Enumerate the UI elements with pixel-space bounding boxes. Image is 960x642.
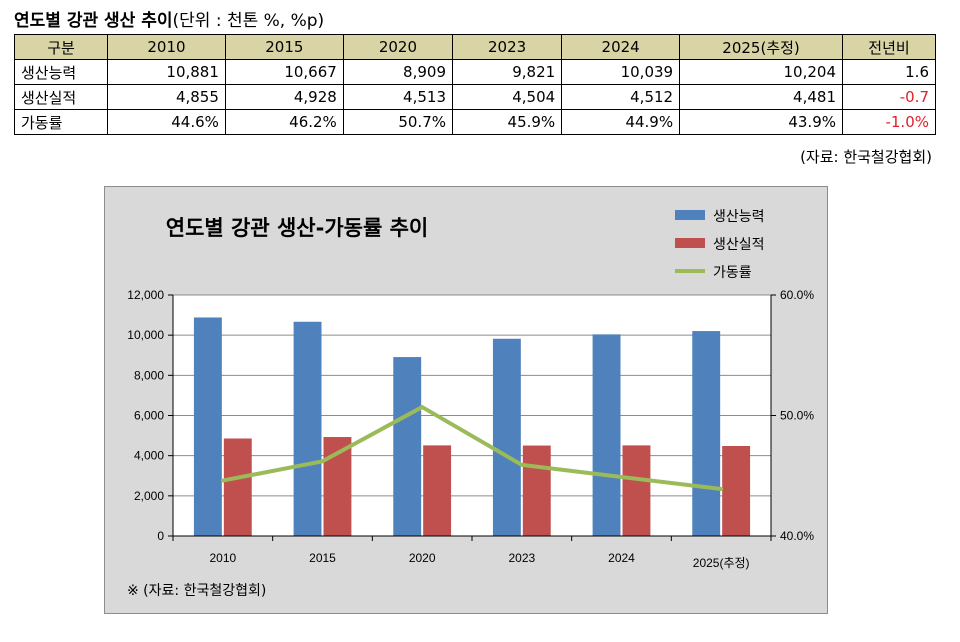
table-cell: 46.2% (224, 109, 344, 135)
table-cell: 50.7% (342, 109, 454, 135)
y2-tick-label: 50.0% (780, 409, 814, 423)
bar-production (722, 446, 751, 536)
page-title-unit: (단위 : 천톤 %, %p) (172, 11, 325, 31)
table-cell: 4,855 (107, 84, 226, 110)
page-title-main: 연도별 강관 생산 추이 (14, 11, 173, 31)
table-cell: 4,504 (451, 84, 563, 110)
y-tick-label: 8,000 (134, 368, 164, 382)
col-header: 2024 (561, 34, 681, 60)
table-cell: 10,039 (561, 59, 681, 85)
change-cell: -0.7 (842, 84, 936, 110)
col-header: 2020 (342, 34, 454, 60)
bar-capacity (592, 334, 621, 536)
chart-title: 연도별 강관 생산-가동률 추이 (166, 216, 429, 240)
table-row: 생산능력 10,881 10,667 8,909 9,821 10,039 10,204 1.… (14, 59, 936, 85)
bar-capacity (692, 331, 721, 536)
row-label: 생산실적 (14, 84, 108, 110)
legend-swatch (675, 238, 705, 248)
table-cell: 8,909 (342, 59, 454, 85)
x-tick-label: 2010 (209, 551, 236, 565)
x-tick-label: 2015 (309, 551, 336, 565)
table-cell: 45.9% (451, 109, 563, 135)
table-cell: 10,667 (224, 59, 344, 85)
x-tick-label: 2023 (508, 551, 535, 565)
chart-note: ※ (자료: 한국철강협회) (127, 583, 266, 599)
legend-label: 가동률 (713, 265, 752, 281)
data-table: 구분 2010 2015 2020 2023 2024 2025(추정) 전년비… (14, 34, 936, 135)
col-header: 2015 (224, 34, 344, 60)
y-tick-label: 12,000 (127, 288, 164, 302)
table-cell: 10,204 (679, 59, 843, 85)
chart-container: 0 2,000 4,000 6,000 8,000 10,000 12,000 40.0% 50… (104, 186, 828, 614)
table-cell: 43.9% (679, 109, 843, 135)
x-tick-label: 2020 (409, 551, 436, 565)
bar-capacity (193, 317, 222, 536)
y-tick-label: 2,000 (134, 489, 164, 503)
y2-tick-label: 40.0% (780, 529, 814, 543)
table-cell: 4,513 (342, 84, 454, 110)
table-cell: 44.9% (561, 109, 681, 135)
table-cell: 10,881 (107, 59, 226, 85)
table-cell: 9,821 (451, 59, 563, 85)
table-cell: 4,512 (561, 84, 681, 110)
legend-swatch (675, 210, 705, 220)
row-label: 가동률 (14, 109, 108, 135)
x-tick-label: 2025(추정) (693, 556, 750, 570)
table-cell: 4,928 (224, 84, 344, 110)
change-cell: 1.6 (842, 59, 936, 85)
bar-production (622, 445, 651, 536)
y2-tick-label: 60.0% (780, 288, 814, 302)
page-title: 연도별 강관 생산 추이(단위 : 천톤 %, %p) (14, 6, 324, 31)
bar-production (522, 445, 551, 536)
table-header-row: 구분 2010 2015 2020 2023 2024 2025(추정) 전년비 (14, 34, 936, 60)
bar-production (423, 445, 452, 536)
col-header: 2010 (107, 34, 226, 60)
bar-capacity (393, 357, 422, 536)
line-utilization (220, 405, 724, 492)
table-cell: 44.6% (107, 109, 226, 135)
bar-capacity (293, 321, 322, 536)
x-tick-label: 2024 (608, 551, 635, 565)
bar-capacity (492, 338, 521, 536)
combo-chart: 0 2,000 4,000 6,000 8,000 10,000 12,000 40.0% 50… (127, 209, 814, 599)
y-tick-label: 4,000 (134, 449, 164, 463)
y-tick-label: 6,000 (134, 409, 164, 423)
col-header: 구분 (14, 34, 108, 60)
row-label: 생산능력 (14, 59, 108, 85)
table-row: 가동률 44.6% 46.2% 50.7% 45.9% 44.9% 43.9% -1.0% (14, 109, 936, 135)
legend-label: 생산실적 (713, 237, 765, 253)
legend-label: 생산능력 (713, 209, 765, 225)
change-cell: -1.0% (842, 109, 936, 135)
table-row: 생산실적 4,855 4,928 4,513 4,504 4,512 4,481 -0.7 (14, 84, 936, 110)
col-header: 전년비 (842, 34, 936, 60)
table-cell: 4,481 (679, 84, 843, 110)
bar-production (223, 438, 252, 536)
y-tick-label: 0 (157, 529, 164, 543)
col-header: 2025(추정) (679, 34, 843, 60)
table-source: (자료: 한국철강협회) (800, 148, 932, 166)
y-tick-label: 10,000 (127, 328, 164, 342)
col-header: 2023 (451, 34, 563, 60)
